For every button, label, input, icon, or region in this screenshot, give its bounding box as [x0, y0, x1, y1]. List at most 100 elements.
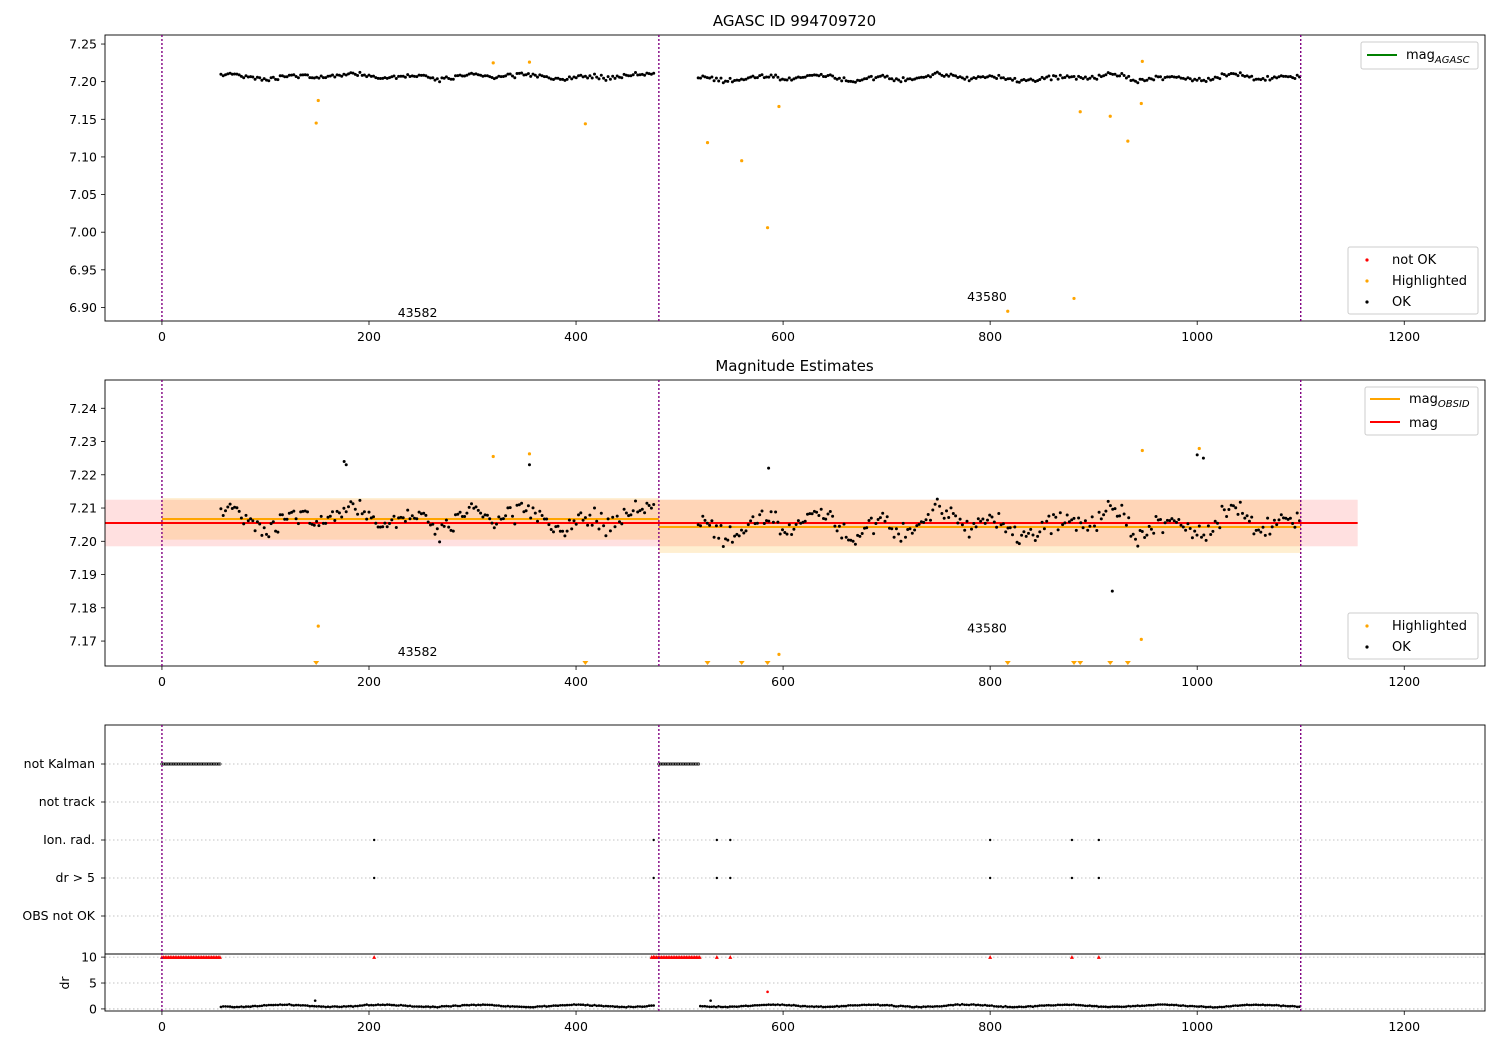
ok-point	[1181, 525, 1185, 529]
ok-point	[933, 502, 937, 506]
ok-point	[1110, 589, 1114, 593]
dr-point	[997, 1005, 1000, 1008]
ok-point	[631, 509, 635, 513]
dr-point	[303, 1004, 307, 1007]
ok-point	[454, 74, 457, 78]
ok-point	[967, 535, 971, 539]
flag-point	[206, 762, 210, 766]
ok-point	[1093, 524, 1096, 528]
dr-point	[294, 1003, 298, 1007]
ok-point	[460, 74, 464, 78]
ok-point	[965, 519, 969, 523]
ok-point	[547, 523, 551, 527]
ok-point	[337, 73, 341, 77]
x-tick-label: 1200	[1388, 674, 1420, 689]
dr-point	[456, 1004, 460, 1008]
ok-point	[328, 514, 332, 518]
dr-point	[365, 1003, 369, 1006]
ok-point	[271, 75, 275, 79]
dr-point	[1099, 1005, 1103, 1008]
ok-point	[1120, 72, 1124, 75]
dr-point	[728, 1005, 732, 1008]
dr-point	[265, 1004, 268, 1007]
flag-point	[988, 876, 992, 880]
ok-point	[315, 519, 319, 523]
dr-point	[490, 1003, 494, 1007]
x-tick-label: 800	[978, 674, 1002, 689]
ok-point	[1181, 76, 1185, 80]
dr-point	[803, 1004, 807, 1008]
ok-point	[511, 74, 514, 78]
ok-point	[463, 74, 467, 78]
dr-point	[1284, 1004, 1287, 1008]
ok-point	[1236, 512, 1240, 516]
ok-point	[506, 506, 510, 510]
ok-point	[274, 529, 278, 533]
obsid-annotation-43582: 43582	[398, 644, 438, 659]
dr-point	[363, 1003, 366, 1007]
dr-point	[508, 1005, 512, 1008]
ok-point	[440, 76, 444, 80]
highlighted-offscale-marker	[738, 661, 745, 665]
ok-point	[935, 70, 939, 74]
ok-point	[488, 75, 492, 79]
ok-point	[824, 75, 828, 79]
ok-point	[335, 73, 339, 77]
flag-point	[695, 762, 699, 766]
dr-point	[815, 1005, 818, 1008]
ok-point	[1088, 524, 1092, 528]
ok-point	[538, 73, 542, 77]
ok-point	[636, 510, 640, 514]
ok-point	[1001, 522, 1005, 526]
ok-point	[960, 523, 964, 527]
ok-point	[1211, 529, 1215, 533]
ok-point	[438, 80, 442, 84]
ok-point	[497, 515, 501, 519]
dr-point	[253, 1004, 257, 1008]
ok-point	[640, 72, 644, 76]
ok-point	[705, 76, 709, 80]
dr-point	[1204, 1005, 1208, 1009]
ok-point	[643, 73, 647, 77]
ok-point	[881, 73, 885, 77]
ok-point	[1252, 78, 1256, 82]
ok-point	[565, 77, 569, 81]
ok-point	[1213, 519, 1217, 523]
dr-point	[1229, 1005, 1233, 1008]
dr-point	[1254, 1003, 1258, 1006]
ok-point	[342, 72, 346, 76]
ok-point	[728, 76, 732, 80]
ok-point	[561, 529, 565, 533]
ok-point	[1070, 518, 1074, 522]
ok-point	[524, 509, 528, 513]
ok-point	[878, 74, 882, 78]
dr-point	[1086, 1004, 1089, 1008]
dr-point	[1184, 1004, 1187, 1008]
ok-point	[1104, 73, 1108, 77]
ok-point	[872, 78, 876, 82]
ok-point	[765, 519, 768, 523]
ok-point	[526, 72, 530, 76]
dr-point	[540, 1005, 544, 1008]
ok-point	[778, 532, 782, 536]
y-tick-label: 7.00	[69, 225, 97, 240]
ok-point	[1136, 81, 1140, 85]
ok-point	[242, 76, 246, 80]
ok-point	[285, 517, 289, 521]
dr-point	[970, 1003, 973, 1006]
dr-point	[947, 1003, 950, 1007]
dr-point	[844, 1004, 848, 1008]
legend-ok-marker	[1365, 645, 1369, 649]
ok-point	[226, 505, 230, 509]
ok-point	[1079, 521, 1083, 525]
ok-point	[490, 521, 494, 525]
dr-point	[258, 1004, 262, 1008]
ok-point	[942, 74, 946, 78]
ok-point	[812, 73, 816, 77]
ok-point	[1241, 511, 1244, 515]
ok-point	[1282, 74, 1285, 78]
ok-point	[458, 73, 462, 77]
ok-point	[388, 522, 391, 525]
ok-point	[287, 73, 291, 77]
ok-point	[979, 75, 983, 79]
